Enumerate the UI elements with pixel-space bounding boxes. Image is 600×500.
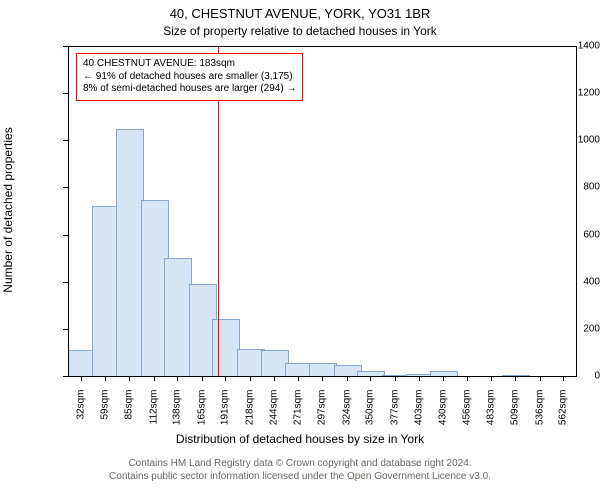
ytick-label: 1200: [540, 88, 600, 99]
xtick-label: 85sqm: [123, 390, 134, 438]
footer-line-1: Contains HM Land Registry data © Crown c…: [8, 458, 592, 471]
xtick-mark: [419, 376, 420, 381]
xtick-mark: [467, 376, 468, 381]
x-axis-label: Distribution of detached houses by size …: [0, 432, 600, 446]
xtick-mark: [515, 376, 516, 381]
xtick-label: 59sqm: [100, 390, 111, 438]
xtick-mark: [274, 376, 275, 381]
xtick-mark: [395, 376, 396, 381]
ytick-label: 0: [540, 371, 600, 382]
xtick-mark: [225, 376, 226, 381]
xtick-mark: [298, 376, 299, 381]
y-axis-line: [68, 46, 69, 376]
xtick-mark: [322, 376, 323, 381]
xtick-mark: [81, 376, 82, 381]
xtick-label: 297sqm: [317, 390, 328, 438]
xtick-mark: [370, 376, 371, 381]
xtick-mark: [563, 376, 564, 381]
xtick-mark: [250, 376, 251, 381]
xtick-label: 403sqm: [413, 390, 424, 438]
footer-line-2: Contains public sector information licen…: [8, 471, 592, 484]
xtick-mark: [105, 376, 106, 381]
chart-title-line1: 40, CHESTNUT AVENUE, YORK, YO31 1BR: [0, 6, 600, 21]
xtick-label: 536sqm: [534, 390, 545, 438]
chart-container: 40, CHESTNUT AVENUE, YORK, YO31 1BR Size…: [0, 0, 600, 500]
ytick-mark: [63, 329, 68, 330]
xtick-mark: [347, 376, 348, 381]
xtick-label: 244sqm: [268, 390, 279, 438]
xtick-mark: [491, 376, 492, 381]
ytick-label: 400: [540, 276, 600, 287]
y-axis-label: Number of detached properties: [1, 110, 15, 310]
ytick-mark: [63, 282, 68, 283]
ytick-label: 1400: [540, 41, 600, 52]
xtick-mark: [154, 376, 155, 381]
xtick-label: 430sqm: [438, 390, 449, 438]
footer-attribution: Contains HM Land Registry data © Crown c…: [8, 458, 592, 483]
xtick-mark: [177, 376, 178, 381]
ytick-mark: [63, 140, 68, 141]
xtick-label: 509sqm: [510, 390, 521, 438]
annotation-box: 40 CHESTNUT AVENUE: 183sqm← 91% of detac…: [76, 53, 303, 101]
ytick-label: 600: [540, 229, 600, 240]
annotation-line-2: ← 91% of detached houses are smaller (3,…: [83, 71, 296, 84]
xtick-label: 218sqm: [245, 390, 256, 438]
ytick-mark: [63, 187, 68, 188]
xtick-label: 271sqm: [293, 390, 304, 438]
xtick-label: 324sqm: [341, 390, 352, 438]
xtick-mark: [202, 376, 203, 381]
annotation-line-3: 8% of semi-detached houses are larger (2…: [83, 83, 296, 96]
xtick-label: 350sqm: [365, 390, 376, 438]
xtick-label: 138sqm: [172, 390, 183, 438]
annotation-line-1: 40 CHESTNUT AVENUE: 183sqm: [83, 58, 296, 71]
xtick-label: 377sqm: [389, 390, 400, 438]
xtick-mark: [443, 376, 444, 381]
ytick-label: 200: [540, 323, 600, 334]
ytick-mark: [63, 235, 68, 236]
xtick-label: 562sqm: [558, 390, 569, 438]
xtick-label: 112sqm: [148, 390, 159, 438]
xtick-label: 483sqm: [486, 390, 497, 438]
ytick-label: 1000: [540, 135, 600, 146]
ytick-mark: [63, 93, 68, 94]
xtick-mark: [129, 376, 130, 381]
xtick-label: 32sqm: [75, 390, 86, 438]
xtick-label: 191sqm: [220, 390, 231, 438]
ytick-mark: [63, 46, 68, 47]
plot-area: 40 CHESTNUT AVENUE: 183sqm← 91% of detac…: [68, 46, 577, 377]
ytick-label: 800: [540, 182, 600, 193]
xtick-label: 456sqm: [461, 390, 472, 438]
xtick-mark: [540, 376, 541, 381]
chart-title-line2: Size of property relative to detached ho…: [0, 24, 600, 38]
xtick-label: 165sqm: [196, 390, 207, 438]
ytick-mark: [63, 376, 68, 377]
